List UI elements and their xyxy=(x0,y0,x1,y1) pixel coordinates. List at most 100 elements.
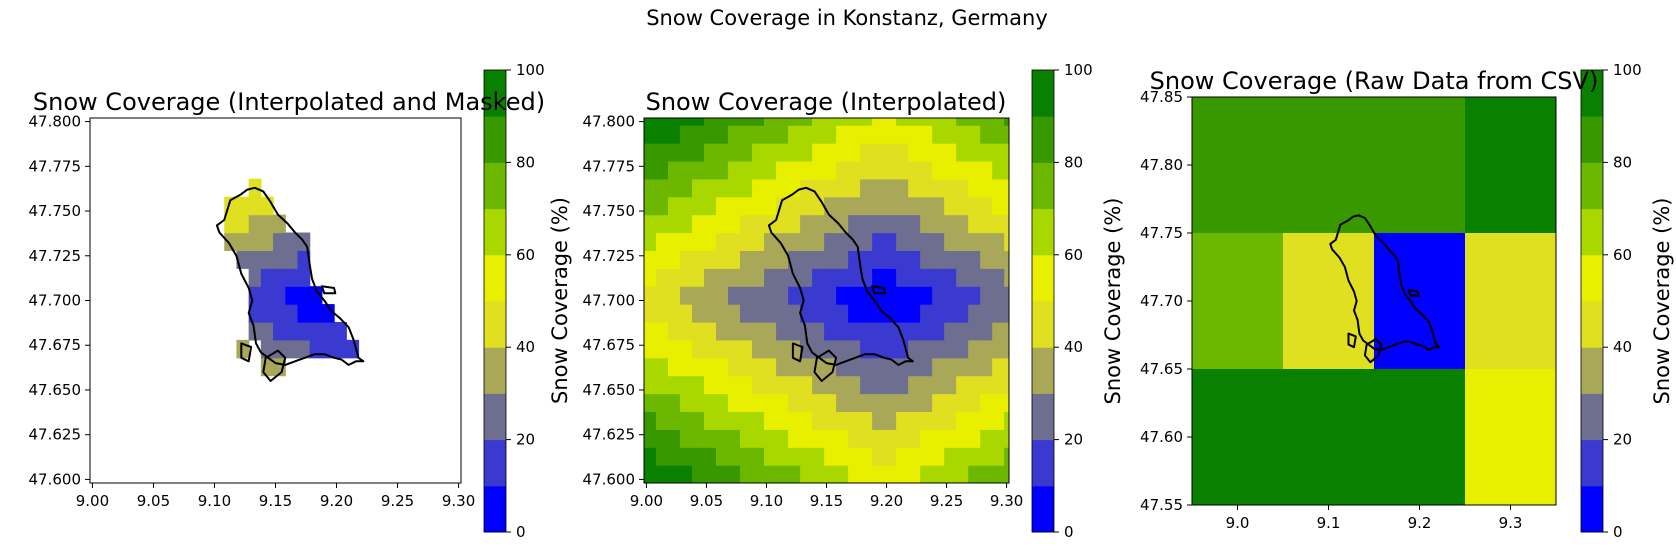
heatmap-cell xyxy=(656,321,669,341)
heatmap-cell xyxy=(752,429,765,448)
heatmap-cell xyxy=(932,393,945,413)
heatmap-cell xyxy=(956,447,969,466)
y-tick-label: 47.600 xyxy=(583,470,636,488)
heatmap-cell xyxy=(668,268,681,287)
colorbar-segment xyxy=(1581,70,1603,117)
heatmap-cell xyxy=(752,143,765,162)
heatmap-cell xyxy=(896,160,909,180)
heatmap-cell xyxy=(776,429,789,448)
y-tick-label: 47.625 xyxy=(29,426,82,444)
heatmap-cell xyxy=(704,214,717,234)
heatmap-cell xyxy=(932,268,945,287)
colorbar-segment xyxy=(484,116,506,163)
heatmap-cell xyxy=(956,411,969,430)
heatmap-cell xyxy=(968,250,981,269)
heatmap-cell xyxy=(260,214,274,234)
heatmap-cell xyxy=(752,393,765,413)
heatmap-cell xyxy=(692,286,705,305)
heatmap-cell xyxy=(860,143,873,162)
heatmap-cell xyxy=(668,321,681,341)
heatmap-cell xyxy=(932,339,945,359)
heatmap-cell xyxy=(920,447,933,466)
heatmap-cell xyxy=(704,339,717,359)
heatmap-cell xyxy=(728,357,741,377)
heatmap-cell xyxy=(764,160,777,180)
heatmap-cell xyxy=(704,375,717,395)
heatmap-cell xyxy=(680,321,693,341)
heatmap-cell xyxy=(788,447,801,466)
heatmap-cell xyxy=(836,321,849,341)
y-tick-label: 47.650 xyxy=(583,381,636,399)
heatmap-cell xyxy=(728,118,741,126)
heatmap-cell xyxy=(692,357,705,377)
colorbar-tick-label: 40 xyxy=(516,338,535,356)
heatmap-cell xyxy=(860,447,873,466)
colorbar-tick-label: 20 xyxy=(1613,431,1632,449)
heatmap-cell xyxy=(800,429,813,448)
heatmap-cell xyxy=(932,304,945,323)
heatmap-cell xyxy=(908,429,921,448)
heatmap-cell xyxy=(704,250,717,269)
heatmap-cell xyxy=(848,143,861,162)
heatmap-cell xyxy=(704,118,717,126)
heatmap-cell xyxy=(968,393,981,413)
heatmap-cell xyxy=(680,250,693,269)
heatmap-cell xyxy=(1004,447,1009,466)
heatmap-cell xyxy=(692,411,705,430)
subplot-3: 9.0 9.1 9.2 9.3 47.55 47.60 47.65 47.70 47.75 47.… xyxy=(1140,61,1674,541)
heatmap-cell xyxy=(824,250,837,269)
heatmap-cell xyxy=(896,178,909,198)
heatmap-cell xyxy=(884,465,897,483)
heatmap-cell xyxy=(680,214,693,234)
heatmap-cell xyxy=(896,125,909,144)
heatmap-cell xyxy=(944,196,957,216)
heatmap-cell xyxy=(321,304,335,323)
heatmap-cell xyxy=(788,375,801,395)
x-tick-label: 9.00 xyxy=(76,492,109,510)
heatmap-cell xyxy=(944,321,957,341)
colorbar-segment xyxy=(484,162,506,210)
heatmap-cell xyxy=(920,339,933,359)
heatmap-cell xyxy=(1283,233,1375,370)
heatmap-cell xyxy=(860,214,873,234)
heatmap-cell xyxy=(656,447,669,466)
heatmap-cell xyxy=(992,214,1005,234)
heatmap-cell xyxy=(980,411,993,430)
heatmap-cell xyxy=(920,214,933,234)
heatmap-cell xyxy=(884,357,897,377)
heatmap-cell xyxy=(1192,369,1466,505)
heatmap-cell xyxy=(800,214,813,234)
heatmap-cell xyxy=(872,143,885,162)
heatmap-cell xyxy=(728,465,741,483)
heatmap-cell xyxy=(776,447,789,466)
heatmap-cell xyxy=(297,321,311,341)
heatmap-cell xyxy=(644,118,657,126)
heatmap-cell xyxy=(836,393,849,413)
heatmap-cell xyxy=(764,357,777,377)
heatmap-cell xyxy=(872,357,885,377)
heatmap-cell xyxy=(872,465,885,483)
heatmap-cell xyxy=(944,411,957,430)
heatmap-cell xyxy=(273,268,286,287)
colorbar-tick-label: 80 xyxy=(1064,153,1083,171)
heatmap-cell xyxy=(752,268,765,287)
y-tick-label: 47.775 xyxy=(583,157,636,175)
colorbar-segment xyxy=(1032,301,1054,348)
heatmap-cell xyxy=(680,143,693,162)
heatmap-cell xyxy=(920,143,933,162)
plot-area xyxy=(215,178,365,382)
heatmap-cell xyxy=(764,411,777,430)
x-tick-label: 9.00 xyxy=(630,492,663,510)
heatmap-cell xyxy=(872,178,885,198)
colorbar-frame xyxy=(1580,69,1604,533)
heatmap-cell xyxy=(944,339,957,359)
heatmap-cell xyxy=(992,321,1005,341)
heatmap-cell xyxy=(656,304,669,323)
heatmap-cell xyxy=(848,178,861,198)
heatmap-cell xyxy=(692,143,705,162)
heatmap-cell xyxy=(764,429,777,448)
heatmap-cell xyxy=(680,196,693,216)
heatmap-cell xyxy=(334,339,347,359)
heatmap-cell xyxy=(896,393,909,413)
heatmap-cell xyxy=(944,286,957,305)
